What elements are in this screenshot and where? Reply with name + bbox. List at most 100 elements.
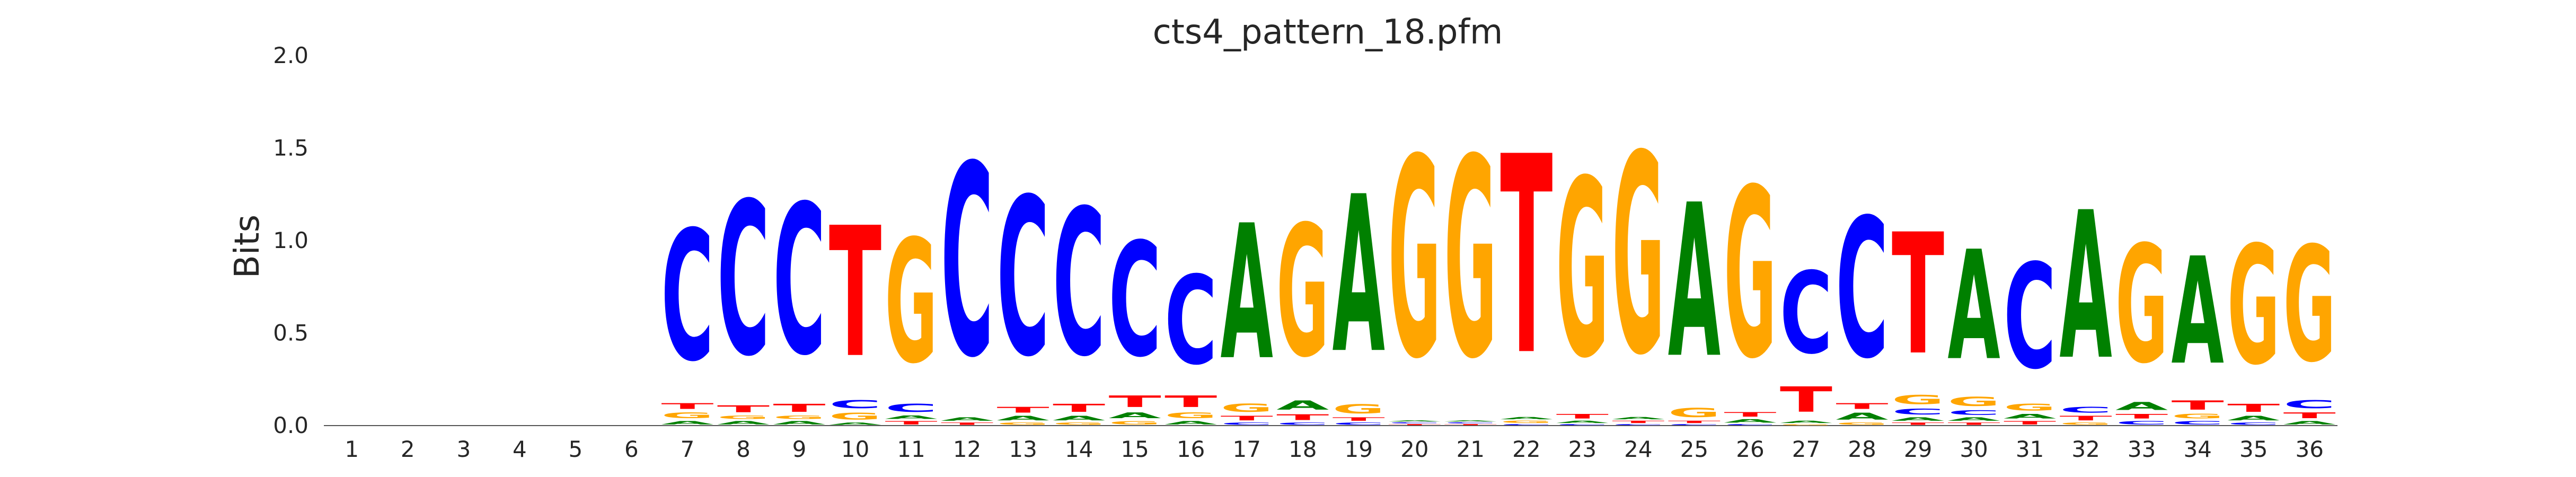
x-tick-label: 28 <box>1848 436 1876 462</box>
logo-letter-A: A <box>1333 151 1386 401</box>
logo-letter-A: A <box>2172 226 2224 398</box>
logo-letter-T: T <box>1053 402 1105 414</box>
logo-letter-C: C <box>1892 407 1944 416</box>
logo-letter-A: A <box>1444 420 1497 422</box>
logo-letter-T: T <box>2172 398 2224 413</box>
y-axis-ticks: 0.0 0.5 1.0 1.5 2.0 <box>273 42 308 438</box>
logo-letter-G: G <box>885 204 937 401</box>
logo-letter-C: C <box>1668 424 1721 426</box>
logo-letter-A: A <box>885 414 937 420</box>
logo-letter-T: T <box>1500 99 1553 415</box>
logo-letter-C: C <box>1556 424 1609 426</box>
logo-letter-A: A <box>2283 420 2336 426</box>
x-tick-label: 13 <box>1009 436 1037 462</box>
x-axis-ticks: 1 2 3 4 5 6 7 8 9 10 11 12 13 14 15 16 17 18 19 20 21 22 23 24 2… <box>345 436 2324 462</box>
x-tick-label: 3 <box>456 436 471 462</box>
logo-letter-C: C <box>996 152 1049 405</box>
logo-letter-A: A <box>2060 170 2113 405</box>
x-tick-label: 5 <box>569 436 583 462</box>
logo-letter-G: G <box>1444 101 1497 419</box>
y-tick-label: 0.5 <box>273 320 308 346</box>
logo-letter-T: T <box>829 190 882 398</box>
logo-letter-C: C <box>1947 409 2000 417</box>
logo-letters: AGTCAGTCAGTCAGCTTACGTACGATCGATCGATCAGTCC… <box>661 98 2335 426</box>
logo-letter-C: C <box>1276 422 1329 426</box>
x-tick-label: 18 <box>1289 436 1317 462</box>
logo-letter-C: C <box>1612 424 1664 426</box>
x-tick-label: 21 <box>1457 436 1485 462</box>
logo-letter-A: A <box>1947 219 2000 394</box>
logo-letter-G: G <box>1836 422 1888 426</box>
logo-letter-C: C <box>1724 424 1776 426</box>
logo-letter-G: G <box>2227 212 2280 402</box>
x-tick-label: 8 <box>736 436 751 462</box>
logo-letter-T: T <box>2060 414 2112 422</box>
y-tick-label: 2.0 <box>273 42 308 68</box>
logo-letter-T: T <box>1724 411 1776 418</box>
logo-letter-T: T <box>1556 413 1609 420</box>
logo-letter-C: C <box>885 402 937 414</box>
y-axis-label: Bits <box>228 215 267 278</box>
logo-letter-G: G <box>1276 188 1329 398</box>
logo-letter-C: C <box>829 398 881 411</box>
x-tick-label: 25 <box>1680 436 1708 462</box>
logo-letter-G: G <box>717 414 770 420</box>
chart-title: cts4_pattern_18.pfm <box>1153 13 1503 52</box>
logo-letter-C: C <box>1109 210 1161 392</box>
logo-letter-C: C <box>941 110 993 416</box>
logo-letter-T: T <box>1612 420 1664 424</box>
logo-letter-C: C <box>1444 422 1497 423</box>
logo-letter-T: T <box>1276 413 1329 422</box>
logo-letter-A: A <box>1109 411 1162 420</box>
logo-letter-G: G <box>1333 402 1385 417</box>
logo-letter-C: C <box>773 162 825 401</box>
x-tick-label: 27 <box>1792 436 1820 462</box>
x-tick-label: 14 <box>1065 436 1093 462</box>
x-tick-label: 29 <box>1904 436 1932 462</box>
x-tick-label: 22 <box>1512 436 1540 462</box>
logo-letter-G: G <box>1165 411 1217 420</box>
logo-letter-A: A <box>829 422 881 426</box>
logo-letter-C: C <box>1836 179 1888 401</box>
logo-letter-G: G <box>1612 98 1664 416</box>
logo-letter-T: T <box>1333 417 1385 422</box>
logo-letter-A: A <box>1780 420 1832 424</box>
x-tick-label: 35 <box>2239 436 2268 462</box>
x-tick-label: 33 <box>2128 436 2156 462</box>
logo-letter-G: G <box>2115 211 2168 400</box>
x-tick-label: 34 <box>2183 436 2211 462</box>
y-tick-label: 0.0 <box>273 412 308 438</box>
logo-letter-C: C <box>2227 422 2280 426</box>
logo-letter-G: G <box>1053 422 1105 426</box>
logo-letter-G: G <box>996 422 1049 426</box>
logo-letter-T: T <box>1444 424 1497 426</box>
logo-letter-G: G <box>1947 394 2000 409</box>
logo-letter-A: A <box>1892 417 1944 422</box>
logo-letter-A: A <box>1612 417 1664 420</box>
logo-letter-C: C <box>717 158 770 403</box>
x-tick-label: 2 <box>401 436 415 462</box>
logo-letter-G: G <box>2283 213 2336 397</box>
x-tick-label: 9 <box>792 436 807 462</box>
x-tick-label: 17 <box>1232 436 1260 462</box>
logo-letter-A: A <box>661 420 713 426</box>
logo-letter-T: T <box>1947 422 2000 426</box>
logo-letter-C: C <box>2115 420 2168 426</box>
logo-letter-A: A <box>1165 420 1217 426</box>
logo-letter-G: G <box>2172 413 2224 420</box>
logo-letter-T: T <box>717 403 770 414</box>
x-tick-label: 20 <box>1400 436 1428 462</box>
logo-letter-G: G <box>1500 420 1552 424</box>
logo-letter-C: C <box>1333 422 1385 426</box>
logo-letter-C: C <box>661 193 713 401</box>
x-tick-label: 16 <box>1177 436 1205 462</box>
logo-letter-C: C <box>1388 422 1441 423</box>
logo-letter-G: G <box>773 414 825 420</box>
x-tick-label: 30 <box>1960 436 1988 462</box>
logo-letter-G: G <box>2004 402 2056 413</box>
logo-letter-G: G <box>1780 424 1832 426</box>
logo-letter-A: A <box>996 414 1049 422</box>
logo-letter-G: G <box>1668 405 1721 420</box>
x-tick-label: 1 <box>345 436 359 462</box>
